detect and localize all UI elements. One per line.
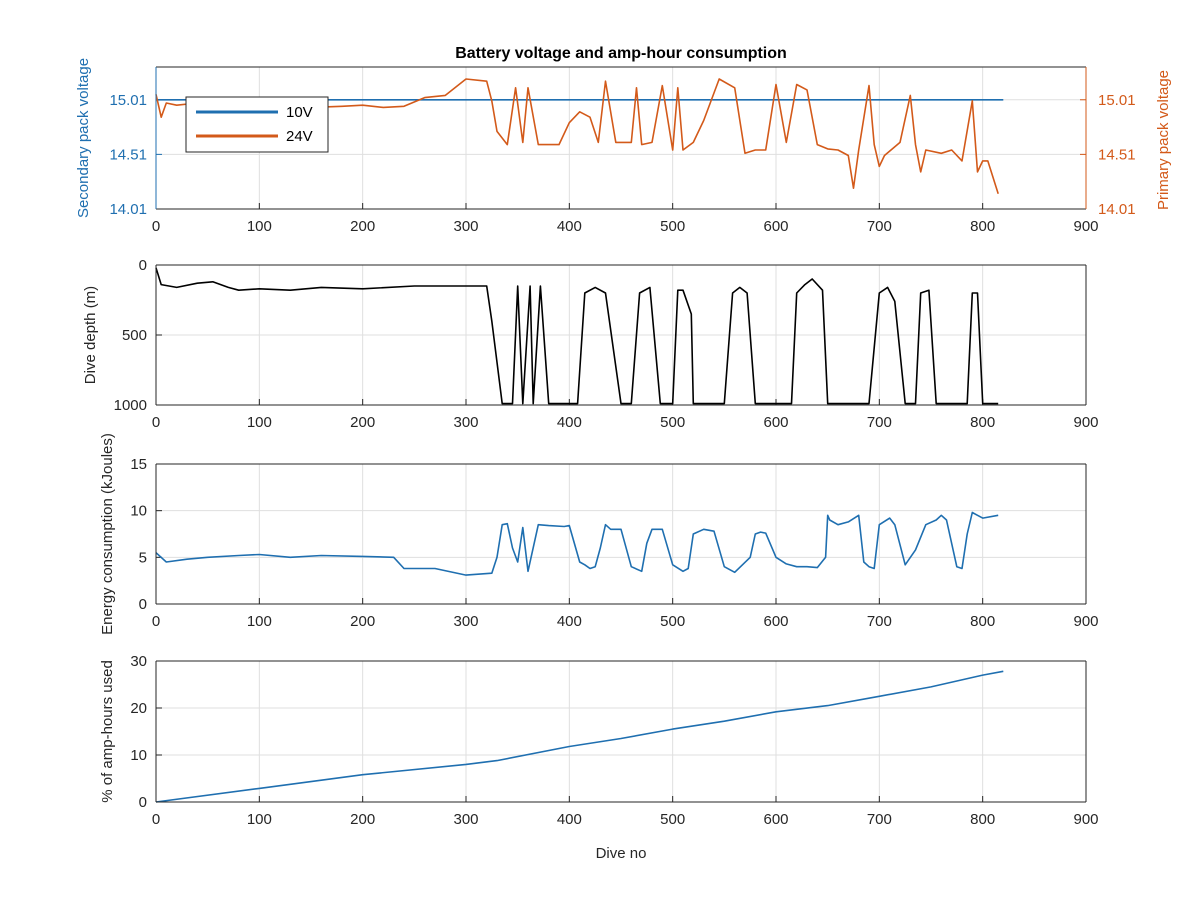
x-tick-label: 300 [453,218,478,235]
plot-area [156,661,1086,802]
y-tick-label: 20 [130,700,147,717]
y-tick-label: 1000 [114,397,147,414]
y-tick-label: 500 [122,327,147,344]
y-tick-label: 14.01 [109,201,147,218]
x-tick-label: 400 [557,811,582,828]
x-tick-label: 500 [660,613,685,630]
x-tick-label: 600 [763,811,788,828]
x-tick-label: 0 [152,613,160,630]
y-right-axis-label: Primary pack voltage [1155,70,1172,210]
x-tick-label: 600 [763,613,788,630]
y-tick-label: 15.01 [109,92,147,109]
x-tick-label: 400 [557,613,582,630]
legend-label: 10V [286,104,313,121]
x-tick-label: 100 [247,811,272,828]
x-tick-label: 500 [660,811,685,828]
plot-area [156,464,1086,604]
series-line-depth [155,267,999,405]
x-tick-label: 300 [453,811,478,828]
y-right-tick-label: 14.51 [1098,146,1136,163]
x-tick-label: 700 [867,218,892,235]
x-tick-label: 700 [867,414,892,431]
x-tick-label: 500 [660,218,685,235]
chart-panel-energy: 0 100 200 300 400 500 600 700 800 900 0 5 10 15 Energy… [99,433,1099,635]
x-tick-label: 0 [152,218,160,235]
y-axis-label: Dive depth (m) [82,286,99,384]
x-tick-label: 900 [1073,218,1098,235]
y-axis-label: Secondary pack voltage [75,58,92,218]
y-axis-label: % of amp-hours used [99,660,116,803]
y-tick-label: 30 [130,653,147,670]
x-tick-label: 900 [1073,811,1098,828]
legend-label: 24V [286,128,313,145]
x-tick-label: 400 [557,218,582,235]
y-right-tick-label: 15.01 [1098,92,1136,109]
x-tick-label: 200 [350,218,375,235]
x-tick-label: 700 [867,811,892,828]
series-line-energy [155,511,999,576]
y-tick-label: 0 [139,794,147,811]
y-tick-label: 0 [139,257,147,274]
x-tick-label: 400 [557,414,582,431]
y-tick-label: 14.51 [109,146,147,163]
chart-panel-amphours: 0 100 200 300 400 500 600 700 800 900 0 10 20 30 % of … [99,653,1099,828]
chart-panel-depth: 0 100 200 300 400 500 600 700 800 900 0 500 1000 Dive… [82,257,1099,431]
x-axis-label: Dive no [596,845,647,862]
x-tick-label: 200 [350,613,375,630]
x-tick-label: 300 [453,613,478,630]
x-tick-label: 200 [350,811,375,828]
series-line-24v [155,78,999,194]
y-tick-label: 10 [130,503,147,520]
x-tick-label: 500 [660,414,685,431]
x-tick-label: 300 [453,414,478,431]
y-tick-label: 15 [130,456,147,473]
y-tick-label: 10 [130,747,147,764]
legend-box [185,96,329,153]
x-tick-label: 600 [763,414,788,431]
x-tick-label: 100 [247,613,272,630]
x-tick-label: 700 [867,613,892,630]
x-tick-label: 0 [152,414,160,431]
x-tick-label: 100 [247,414,272,431]
series-line-amphours [155,670,1004,803]
y-right-tick-label: 14.01 [1098,201,1136,218]
y-tick-label: 0 [139,596,147,613]
x-tick-label: 800 [970,414,995,431]
x-tick-label: 100 [247,218,272,235]
x-tick-label: 200 [350,414,375,431]
chart-panel-voltage: 0 100 200 300 400 500 600 700 800 90014.0114.5115… [75,58,1172,235]
figure-title: Battery voltage and amp-hour consumption [455,45,787,62]
x-tick-label: 600 [763,218,788,235]
x-tick-label: 900 [1073,414,1098,431]
x-tick-label: 800 [970,613,995,630]
y-tick-label: 5 [139,549,147,566]
x-tick-label: 800 [970,218,995,235]
y-axis-label: Energy consumption (kJoules) [99,433,116,635]
x-tick-label: 900 [1073,613,1098,630]
x-tick-label: 800 [970,811,995,828]
x-tick-label: 0 [152,811,160,828]
